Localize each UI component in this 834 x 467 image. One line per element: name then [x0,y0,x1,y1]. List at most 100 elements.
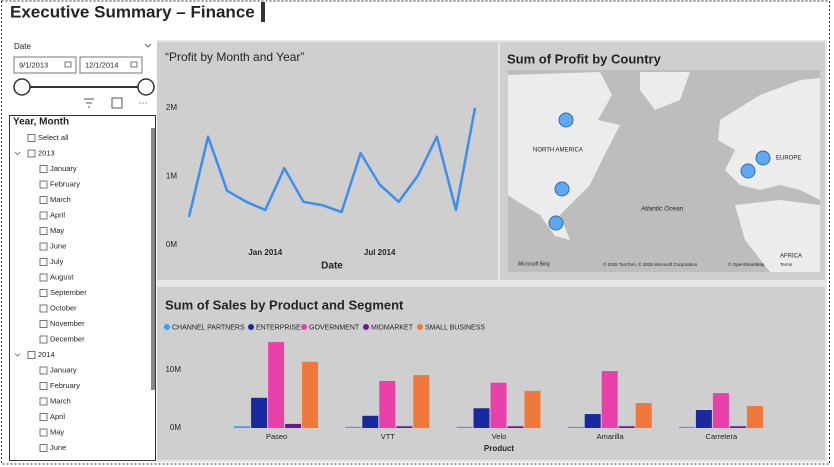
checkbox[interactable] [39,227,48,235]
checkbox[interactable] [39,165,48,173]
map-bubble[interactable] [548,215,564,231]
bar[interactable] [268,342,285,428]
checkbox[interactable] [39,397,48,406]
bar[interactable] [490,382,507,428]
legend-label[interactable]: CHANNEL PARTNERS [172,324,245,331]
calendar-icon[interactable] [130,61,138,68]
legend-label[interactable]: MIDMARKET [371,324,414,331]
bar[interactable] [507,426,524,428]
focus-icon[interactable] [111,97,123,109]
checkbox[interactable] [39,320,48,328]
list-item: April [50,210,65,219]
map-label: NORTH AMERICA [533,148,583,154]
list-item: February [50,179,80,188]
list-item: December [50,334,85,343]
bar[interactable] [695,410,712,428]
calendar-icon[interactable] [64,61,72,68]
bar[interactable] [285,423,302,428]
bar[interactable] [678,426,695,428]
checkbox[interactable] [39,258,48,266]
line[interactable] [187,107,477,218]
checkbox[interactable] [27,351,36,359]
checkbox[interactable] [39,196,48,204]
map-land [640,72,690,110]
bar[interactable] [379,380,396,428]
checkbox[interactable] [39,444,48,452]
expand-chevron[interactable] [14,151,21,156]
bar[interactable] [635,403,652,428]
checkbox[interactable] [39,180,48,189]
date-input[interactable] [13,56,77,74]
bar[interactable] [234,426,251,428]
checkbox[interactable] [39,211,48,220]
x-axis-label: Product [484,444,515,453]
legend-marker[interactable] [301,324,307,330]
map-bubble[interactable] [554,181,570,197]
bar[interactable] [345,426,362,428]
legend-marker[interactable] [363,324,369,330]
bar[interactable] [524,390,541,428]
legend-label[interactable]: ENTERPRISE [256,324,301,331]
bar[interactable] [567,426,584,428]
scrollbar[interactable] [151,128,155,390]
page-title: Executive Summary – Finance [10,2,255,21]
legend-marker[interactable] [248,324,254,330]
checkbox[interactable] [39,242,48,251]
bar[interactable] [362,415,379,428]
list-item: January [50,365,77,374]
bar[interactable] [473,408,490,428]
map-link[interactable]: Terms [780,262,793,267]
expand-chevron[interactable] [14,353,21,357]
filter-icon[interactable] [84,98,94,108]
bar[interactable] [712,393,729,428]
legend-label[interactable]: GOVERNMENT [309,324,360,331]
map-link[interactable]: © OpenStreetMap [728,261,765,267]
checkbox[interactable] [39,366,48,375]
checkbox[interactable] [39,304,48,313]
map-bubble[interactable] [755,150,771,166]
checkbox[interactable] [39,335,48,344]
list-item: October [50,303,77,312]
map[interactable] [508,70,820,272]
map-land [508,72,620,240]
line-panel [157,42,498,280]
y-tick-label: 1M [166,172,177,181]
bar[interactable] [251,397,268,428]
bar[interactable] [618,426,635,428]
bar[interactable] [584,414,601,428]
checkbox[interactable] [39,413,48,421]
bar[interactable] [396,426,413,428]
y-tick-label: 2M [166,103,177,112]
checkbox[interactable] [27,134,36,142]
checkbox[interactable] [39,273,48,282]
bar[interactable] [729,426,746,428]
x-tick-label: Velo [492,432,507,441]
x-tick-label: Carretera [706,432,739,441]
legend-label[interactable]: SMALL BUSINESS [425,324,485,331]
map-bubble[interactable] [740,163,756,179]
legend-marker[interactable] [164,324,170,330]
map-bubble[interactable] [558,112,574,128]
checkbox[interactable] [39,382,48,390]
bar[interactable] [302,361,319,428]
checkbox[interactable] [39,289,48,297]
list-item: September [50,288,87,297]
date-input[interactable] [79,56,143,74]
bar[interactable] [456,426,473,428]
list-item: July [50,257,64,266]
more-icon[interactable]: ··· [139,97,148,107]
list-header: Year, Month [13,117,69,128]
checkbox[interactable] [39,428,48,437]
legend-marker[interactable] [417,324,423,330]
x-tick-label: Paseo [266,432,287,441]
x-axis-label: Date [321,261,343,272]
slider-handle[interactable] [137,78,155,96]
list-item: May [50,427,64,436]
bar[interactable] [601,371,618,428]
bar[interactable] [413,375,430,428]
slicer-chevron[interactable] [144,43,152,48]
slider-handle[interactable] [13,78,31,96]
checkbox[interactable] [27,149,36,158]
bar[interactable] [746,405,763,428]
